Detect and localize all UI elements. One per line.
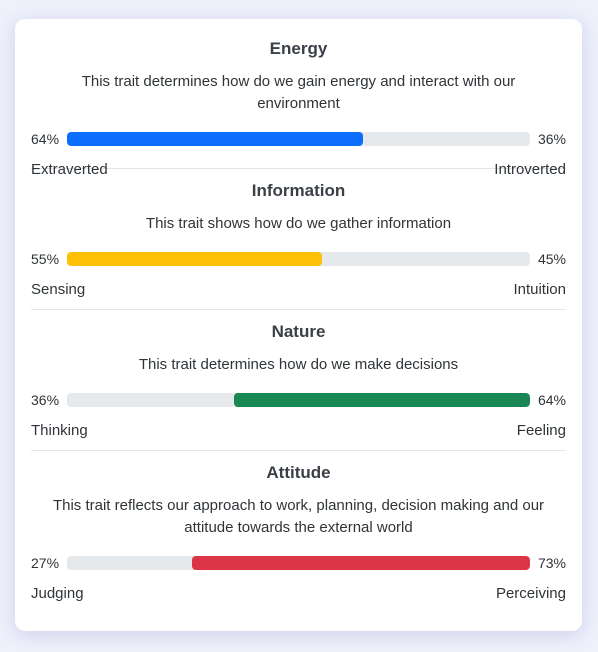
trait-description: This trait determines how do we make dec… (138, 356, 459, 373)
personality-traits-card: Energy This trait determines how do we g… (15, 19, 582, 631)
trait-title: Energy (269, 39, 328, 58)
progress-track (67, 132, 530, 146)
trait-title: Information (251, 181, 346, 200)
trait-title: Nature (271, 322, 326, 341)
right-label: Perceiving (495, 585, 566, 602)
progress-fill (233, 393, 530, 407)
right-label: Introverted (494, 161, 566, 178)
trait-description: This trait reflects our approach to work… (52, 497, 545, 536)
trait-section-information: Information This trait shows how do we g… (31, 169, 566, 310)
trait-labels-row: Judging Perceiving (31, 585, 566, 603)
left-percent: 64% (31, 131, 60, 147)
progress-fill (192, 556, 530, 570)
trait-bar-row: 27% 73% (31, 555, 566, 571)
trait-section-energy: Energy This trait determines how do we g… (31, 19, 566, 178)
left-percent: 55% (31, 251, 60, 267)
progress-fill (67, 132, 364, 146)
progress-track (67, 393, 530, 407)
trait-bar-row: 64% 36% (31, 131, 566, 147)
left-percent: 27% (31, 555, 60, 571)
left-percent: 36% (31, 392, 60, 408)
trait-labels-row: Thinking Feeling (31, 422, 566, 440)
progress-track (67, 252, 530, 266)
trait-description: This trait shows how do we gather inform… (145, 215, 452, 232)
trait-labels-row: Sensing Intuition (31, 281, 566, 299)
trait-section-nature: Nature This trait determines how do we m… (31, 310, 566, 451)
right-label: Intuition (513, 281, 566, 298)
right-percent: 73% (537, 555, 566, 571)
left-label: Judging (31, 585, 84, 602)
right-percent: 64% (537, 392, 566, 408)
progress-fill (67, 252, 322, 266)
trait-bar-row: 55% 45% (31, 251, 566, 267)
trait-section-attitude: Attitude This trait reflects our approac… (31, 451, 566, 631)
left-label: Thinking (31, 422, 88, 439)
right-label: Feeling (516, 422, 566, 439)
right-percent: 36% (537, 131, 566, 147)
left-label: Extraverted (31, 161, 108, 178)
trait-description: This trait determines how do we gain ene… (81, 73, 516, 112)
right-percent: 45% (537, 251, 566, 267)
progress-track (67, 556, 530, 570)
left-label: Sensing (31, 281, 86, 298)
trait-labels-row: Extraverted Introverted (31, 161, 566, 179)
trait-title: Attitude (266, 463, 331, 482)
trait-bar-row: 36% 64% (31, 392, 566, 408)
